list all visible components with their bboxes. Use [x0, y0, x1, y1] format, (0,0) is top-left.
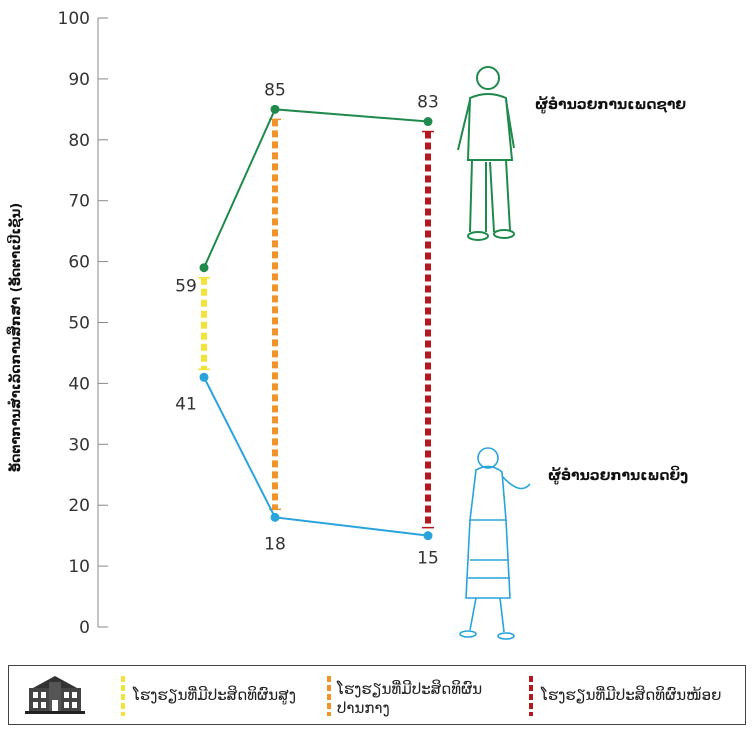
legend-label-high: ໂຮງຮຽນທີ່ມີປະສິດທິຜົນສູງ: [133, 686, 296, 704]
legend-label-medium: ໂຮງຮຽນທີ່ມີປະສິດທິຜົນປານກາງ: [337, 680, 483, 717]
data-point: [199, 372, 209, 382]
data-point: [423, 531, 433, 541]
data-label: 59: [175, 277, 197, 297]
y-tick-label: 60: [68, 253, 90, 273]
y-tick-label: 80: [68, 131, 90, 151]
legend-swatch-high: [121, 676, 125, 716]
y-tick-label: 20: [68, 496, 90, 516]
data-point: [270, 104, 280, 114]
series-name-female: ຜູ້ອຳນວຍການເພດຍິງ: [548, 466, 688, 485]
data-point: [270, 512, 280, 522]
series-name-male: ຜູ້ອຳນວຍການເພດຊາຍ: [535, 96, 686, 114]
legend: ໂຮງຮຽນທີ່ມີປະສິດທິຜົນສູງ ໂຮງຮຽນທີ່ມີປະສິ…: [8, 665, 746, 725]
y-tick-label: 50: [68, 314, 90, 334]
woman-figure-icon: [459, 447, 531, 640]
legend-swatch-low: [529, 676, 533, 716]
data-label: 41: [175, 394, 197, 414]
series-line-male: [203, 108, 429, 269]
data-label: 85: [264, 80, 286, 100]
y-axis-label: ອັດຕາການສຳເລັດການສຶກສາ (ອັດຕາເປີເຊັນ): [8, 203, 24, 472]
legend-swatch-medium: [327, 676, 331, 716]
y-tick-label: 0: [79, 618, 90, 638]
data-point: [423, 117, 433, 127]
y-tick-label: 10: [68, 557, 90, 577]
data-label: 18: [264, 534, 286, 554]
data-label: 83: [417, 93, 439, 113]
y-tick-label: 40: [68, 374, 90, 394]
man-figure-icon: [457, 66, 515, 241]
school-building-icon: [25, 676, 85, 714]
y-tick-label: 90: [68, 70, 90, 90]
y-tick-label: 70: [68, 192, 90, 212]
data-point: [199, 263, 209, 273]
legend-label-low: ໂຮງຮຽນທີ່ມີປະສິດທິຜົນໜ້ອຍ: [541, 686, 722, 704]
series-line-female: [203, 376, 429, 537]
y-tick-label: 30: [68, 435, 90, 455]
y-tick-label: 100: [58, 9, 90, 29]
completion-chart: 0 10 20 30 40 50 60 70 80 90 100 ອັດຕາການສຳເລັດການສ…: [8, 9, 688, 640]
data-label: 15: [417, 549, 439, 569]
